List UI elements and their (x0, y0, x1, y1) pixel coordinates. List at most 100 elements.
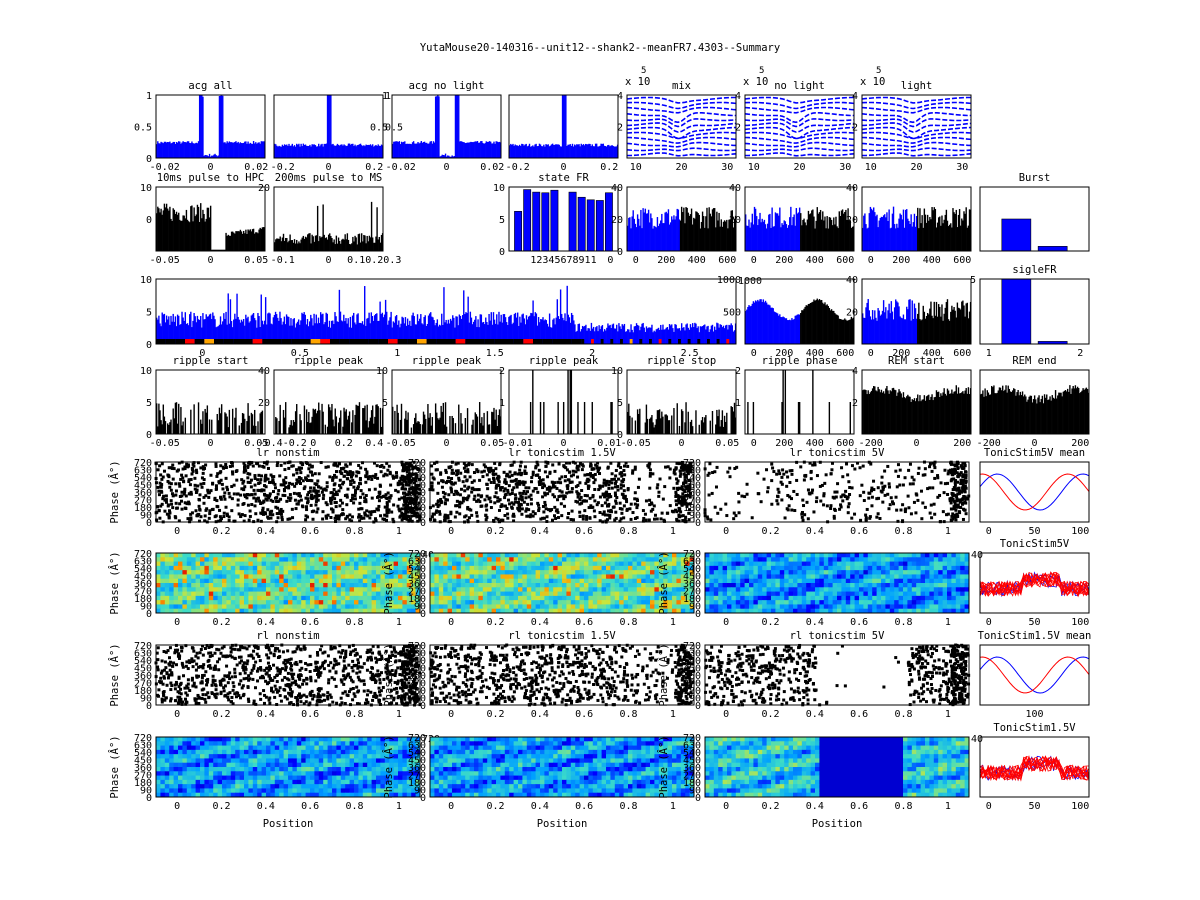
hist-bar (647, 327, 650, 344)
spike-dot (543, 470, 547, 474)
hist-bar (828, 402, 831, 434)
hist-bar (303, 405, 306, 434)
hist-bar (695, 323, 697, 344)
spike-dot (167, 481, 171, 485)
hist-bar (316, 323, 319, 344)
hist-bar (773, 311, 776, 344)
figure-title: YutaMouse20-140316--unit12--shank2--mean… (420, 42, 780, 54)
hist-bar (452, 315, 454, 344)
y-tick-label: 0 (617, 430, 623, 441)
hist-bar (835, 216, 837, 251)
spike-dot (689, 464, 693, 468)
hist-bar (363, 408, 365, 434)
spike-dot (214, 464, 218, 468)
hist-bar (323, 324, 325, 344)
hist-bar (367, 144, 369, 158)
hist-bar (789, 319, 791, 344)
spike-dot (574, 470, 578, 474)
x-tick-label: 400 (923, 255, 941, 266)
spike-dot (859, 518, 863, 522)
hist-bar (355, 146, 357, 158)
hist-bar (722, 426, 725, 434)
spike-dot (414, 513, 418, 517)
hist-bar (201, 327, 203, 344)
hist-bar (339, 311, 342, 344)
spike-dot (648, 471, 652, 475)
hist-bar (182, 421, 184, 434)
hist-bar (294, 327, 297, 344)
spike-dot (381, 517, 385, 521)
spike-dot (159, 485, 163, 489)
spike-dot (412, 502, 416, 506)
spike-dot (660, 511, 664, 515)
hist-bar (980, 394, 982, 434)
spike-dot (846, 505, 850, 509)
hist-bar (433, 142, 436, 158)
waveform-trace (626, 136, 737, 144)
spike-dot (593, 472, 597, 476)
hist-bar (327, 326, 330, 344)
spike-dot (396, 481, 400, 485)
spike-dot (862, 499, 866, 503)
spike-dot (357, 507, 361, 511)
spike-dot (409, 486, 413, 490)
spike-dot (894, 469, 898, 473)
hist-bar (673, 331, 675, 344)
spike-dot (364, 494, 368, 498)
hist-bar (360, 233, 363, 251)
spike-dot (345, 515, 349, 519)
hist-bar (202, 209, 204, 251)
hist-bar (182, 317, 184, 344)
spike-dot (674, 466, 678, 470)
spike-dot (867, 496, 871, 500)
spike-dot (333, 501, 337, 505)
spike-dot (415, 491, 419, 495)
hist-bar (772, 226, 774, 251)
spike-dot (283, 461, 287, 465)
spike-dot (518, 506, 522, 510)
hist-bar (313, 241, 316, 251)
hist-bar (907, 309, 909, 344)
hist-bar (464, 417, 467, 434)
hist-bar (767, 223, 769, 251)
spike-dot (923, 505, 927, 509)
spike-dot (576, 500, 580, 504)
hist-bar (327, 404, 330, 434)
panel-title: ripple peak (412, 355, 482, 367)
spike-dot (442, 495, 446, 499)
hist-bar (783, 220, 785, 251)
hist-bar (583, 402, 586, 434)
hist-bar (423, 414, 426, 434)
hist-bar (324, 322, 326, 344)
y-tick-label: 90 (140, 511, 152, 522)
spike-dot (592, 481, 596, 485)
hist-bar (238, 425, 240, 434)
hist-bar (494, 143, 496, 158)
hist-bar (258, 142, 260, 158)
hist-bar (609, 146, 611, 158)
spike-dot (159, 489, 163, 493)
hist-bar (548, 313, 551, 344)
spike-dot (511, 514, 515, 518)
hist-bar (424, 315, 426, 344)
spike-dot (407, 468, 411, 472)
panel-lr-nonstim-raster: 0 0.2 0.4 0.6 0.8 1090180270360450540630720lr… (108, 447, 422, 537)
hist-bar (758, 301, 760, 344)
hist-bar (405, 144, 407, 158)
hist-bar (780, 316, 782, 344)
hist-bar (733, 330, 736, 344)
x-tick-label: 200 (892, 255, 910, 266)
hist-bar (992, 387, 994, 434)
spike-dot (541, 516, 545, 520)
hist-bar (241, 143, 244, 158)
spike-dot (706, 517, 710, 521)
hist-bar (465, 142, 468, 158)
spike-dot (458, 505, 462, 509)
hist-bar (278, 145, 280, 158)
hist-bar (676, 208, 678, 251)
hist-bar (239, 229, 242, 251)
spike-dot (484, 513, 488, 517)
hist-bar (292, 319, 294, 344)
hist-bar (640, 326, 642, 344)
